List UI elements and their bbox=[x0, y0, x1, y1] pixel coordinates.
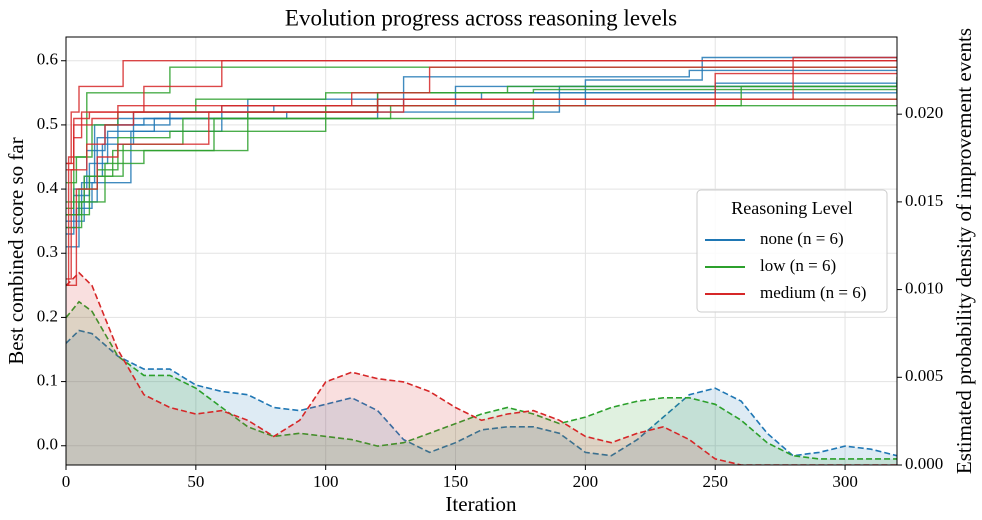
step-line bbox=[66, 60, 897, 165]
density-line bbox=[66, 271, 897, 465]
chart-title: Evolution progress across reasoning leve… bbox=[285, 5, 677, 30]
y-tick-label: 0.6 bbox=[37, 50, 58, 69]
y-tick-label: 0.4 bbox=[37, 178, 59, 197]
legend-label: medium (n = 6) bbox=[760, 283, 866, 302]
x-tick-label: 0 bbox=[62, 472, 71, 491]
y-axis-label: Best combined score so far bbox=[4, 137, 28, 364]
density-line bbox=[66, 300, 897, 460]
y2-tick-label: 0.000 bbox=[905, 454, 943, 473]
axes: 0 50 100 150 200 250 300 0.0 0.1 0.2 0.3 0.4 0.5 0.6 0… bbox=[37, 50, 944, 491]
legend-label: low (n = 6) bbox=[760, 256, 836, 275]
x-tick-label: 150 bbox=[443, 472, 469, 491]
x-tick-label: 100 bbox=[313, 472, 339, 491]
plot-frame bbox=[65, 36, 898, 466]
density-area bbox=[66, 330, 897, 465]
y-tick-label: 0.0 bbox=[37, 435, 58, 454]
x-axis-label: Iteration bbox=[445, 492, 517, 516]
legend: Reasoning Level none (n = 6) low (n = 6) m… bbox=[696, 189, 888, 313]
y2-tick-label: 0.010 bbox=[905, 278, 943, 297]
y2-tick-label: 0.015 bbox=[905, 191, 943, 210]
y-tick-label: 0.1 bbox=[37, 370, 58, 389]
step-line bbox=[66, 83, 897, 229]
plot-data bbox=[66, 56, 897, 465]
x-tick-label: 300 bbox=[832, 472, 858, 491]
density-line bbox=[66, 329, 897, 457]
x-tick-label: 200 bbox=[573, 472, 599, 491]
y2-tick-label: 0.020 bbox=[905, 103, 943, 122]
step-line bbox=[66, 56, 897, 165]
y2-tick-label: 0.005 bbox=[905, 366, 943, 385]
y-tick-label: 0.2 bbox=[37, 306, 58, 325]
legend-title: Reasoning Level bbox=[731, 198, 852, 218]
step-line bbox=[66, 72, 897, 286]
legend-label: none (n = 6) bbox=[760, 229, 844, 248]
y2-axis-label: Estimated probability density of improve… bbox=[952, 28, 976, 474]
y-tick-label: 0.3 bbox=[37, 242, 58, 261]
x-tick-label: 250 bbox=[702, 472, 728, 491]
density-area bbox=[66, 272, 897, 465]
density-area bbox=[66, 301, 897, 465]
x-tick-label: 50 bbox=[187, 472, 204, 491]
y-tick-label: 0.5 bbox=[37, 114, 58, 133]
step-line bbox=[66, 57, 897, 286]
legend-box bbox=[696, 189, 888, 313]
